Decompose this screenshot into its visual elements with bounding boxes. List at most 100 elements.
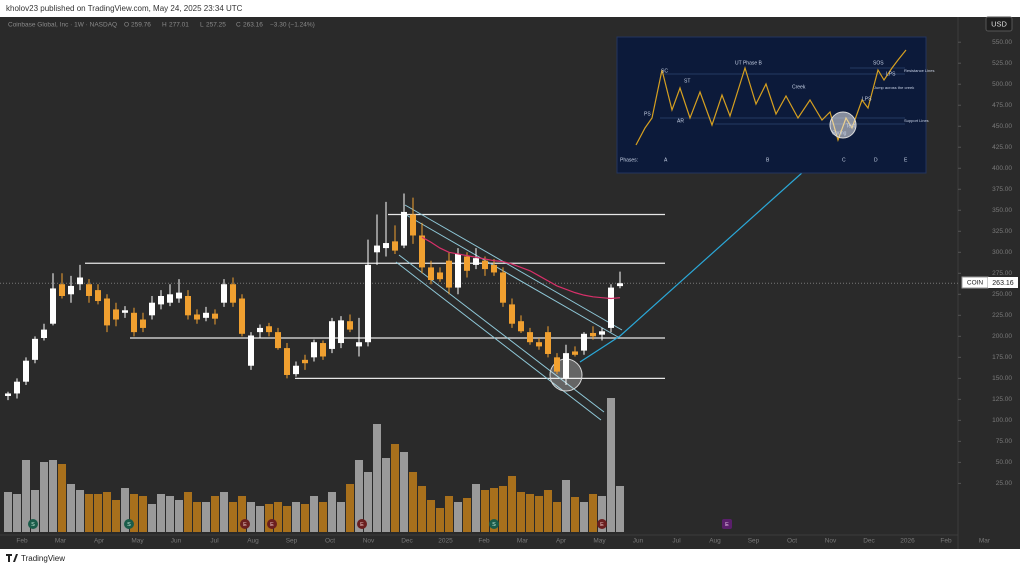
candle-body: [401, 211, 407, 246]
candle-body: [491, 264, 497, 273]
volume-bar: [184, 492, 192, 532]
candle-body: [437, 272, 443, 280]
marker-label: E: [600, 522, 604, 528]
axis-layer: 25.00 50.00 75.00 100.00 125.00 150.00 175.00 2…: [16, 39, 1012, 545]
marker[interactable]: [357, 519, 367, 529]
volume-bar: [580, 502, 588, 532]
candle-body: [68, 285, 74, 295]
channel-line: [395, 261, 602, 421]
candle-body: [518, 321, 524, 332]
publisher: kholov23 published on TradingView.com, M…: [6, 4, 243, 13]
x-tick-label: Mar: [517, 538, 529, 545]
y-tick-label: 550.00: [992, 39, 1012, 46]
volume-bar: [256, 506, 264, 532]
volume-bar: [292, 502, 300, 532]
candle-body: [212, 313, 218, 319]
x-tick-label: May: [593, 538, 606, 545]
ohlc-value: 257.25: [206, 22, 226, 29]
candle-body: [320, 343, 326, 357]
volume-bar: [409, 472, 417, 532]
candle-body: [149, 302, 155, 316]
volume-bar: [598, 496, 606, 532]
symbol-name: Coinbase Global, Inc · 1W · NASDAQ: [8, 22, 117, 29]
y-tick-label: 125.00: [992, 396, 1012, 403]
x-tick-label: Dec: [401, 538, 413, 545]
candle-body: [590, 332, 596, 337]
candle-body: [419, 235, 425, 268]
y-tick-label: 525.00: [992, 60, 1012, 67]
change: −3.30 (−1.24%): [270, 22, 315, 29]
volume-bar: [508, 476, 516, 532]
x-tick-label: Aug: [709, 538, 721, 545]
channel-line: [404, 204, 623, 331]
volume-bar: [346, 484, 354, 532]
x-tick-label: Apr: [556, 538, 567, 545]
candle-body: [536, 342, 542, 347]
candle-body: [185, 295, 191, 316]
ohlc-label: L: [200, 22, 204, 29]
candle-body: [347, 321, 353, 330]
x-tick-label: Feb: [940, 538, 952, 545]
volume-bar: [445, 496, 453, 532]
x-tick-label: Jun: [171, 538, 182, 545]
candle-body: [23, 360, 29, 382]
volume-bar: [490, 488, 498, 532]
marker[interactable]: [124, 519, 134, 529]
volume-bar: [139, 496, 147, 532]
candle-body: [221, 284, 227, 303]
volume-bar: [4, 492, 12, 532]
x-tick-label: Feb: [478, 538, 490, 545]
candle-body: [509, 304, 515, 324]
marker-label: S: [31, 522, 35, 528]
y-tick-label: 25.00: [996, 480, 1013, 487]
marker[interactable]: [722, 519, 732, 529]
candle-body: [230, 284, 236, 303]
y-tick-label: 500.00: [992, 81, 1012, 88]
volume-bar: [130, 494, 138, 532]
marker-label: E: [360, 522, 364, 528]
candle-body: [59, 284, 65, 296]
volume-bar: [571, 497, 579, 532]
candle-body: [311, 342, 317, 358]
volume-bar: [166, 496, 174, 532]
x-tick-label: Jun: [633, 538, 644, 545]
marker[interactable]: [240, 519, 250, 529]
y-tick-label: 100.00: [992, 417, 1012, 424]
candle-body: [608, 287, 614, 328]
candle-body: [527, 332, 533, 343]
volume-bar: [202, 502, 210, 532]
candle-body: [410, 214, 416, 236]
candle-body: [428, 267, 434, 281]
inset-text: ST: [684, 78, 690, 84]
volume-bar: [94, 494, 102, 532]
x-tick-label: Aug: [247, 538, 259, 545]
candle-body: [392, 241, 398, 251]
inset-text: C: [842, 157, 846, 163]
volume-bar: [211, 496, 219, 532]
inset-text: Phases:: [620, 157, 638, 163]
candle-body: [140, 319, 146, 328]
candle-layer: [5, 193, 623, 401]
volume-bar: [526, 494, 534, 532]
inset-lines: [660, 67, 905, 125]
volume-bar: [481, 490, 489, 532]
volume-bar: [337, 502, 345, 532]
candle-body: [293, 365, 299, 375]
candle-body: [482, 260, 488, 270]
candle-body: [302, 359, 308, 364]
marker[interactable]: [28, 519, 38, 529]
marker-label: E: [725, 522, 729, 528]
level-layer: [0, 213, 958, 379]
marker[interactable]: [597, 519, 607, 529]
candle-body: [41, 329, 47, 339]
volume-bar: [517, 492, 525, 532]
candle-body: [554, 357, 560, 372]
moving-average: [421, 236, 621, 300]
candle-body: [473, 258, 479, 265]
volume-bar: [562, 480, 570, 532]
volume-bar: [544, 490, 552, 532]
marker[interactable]: [267, 519, 277, 529]
channel-line: [398, 254, 605, 413]
y-tick-label: 450.00: [992, 123, 1012, 130]
marker[interactable]: [489, 519, 499, 529]
